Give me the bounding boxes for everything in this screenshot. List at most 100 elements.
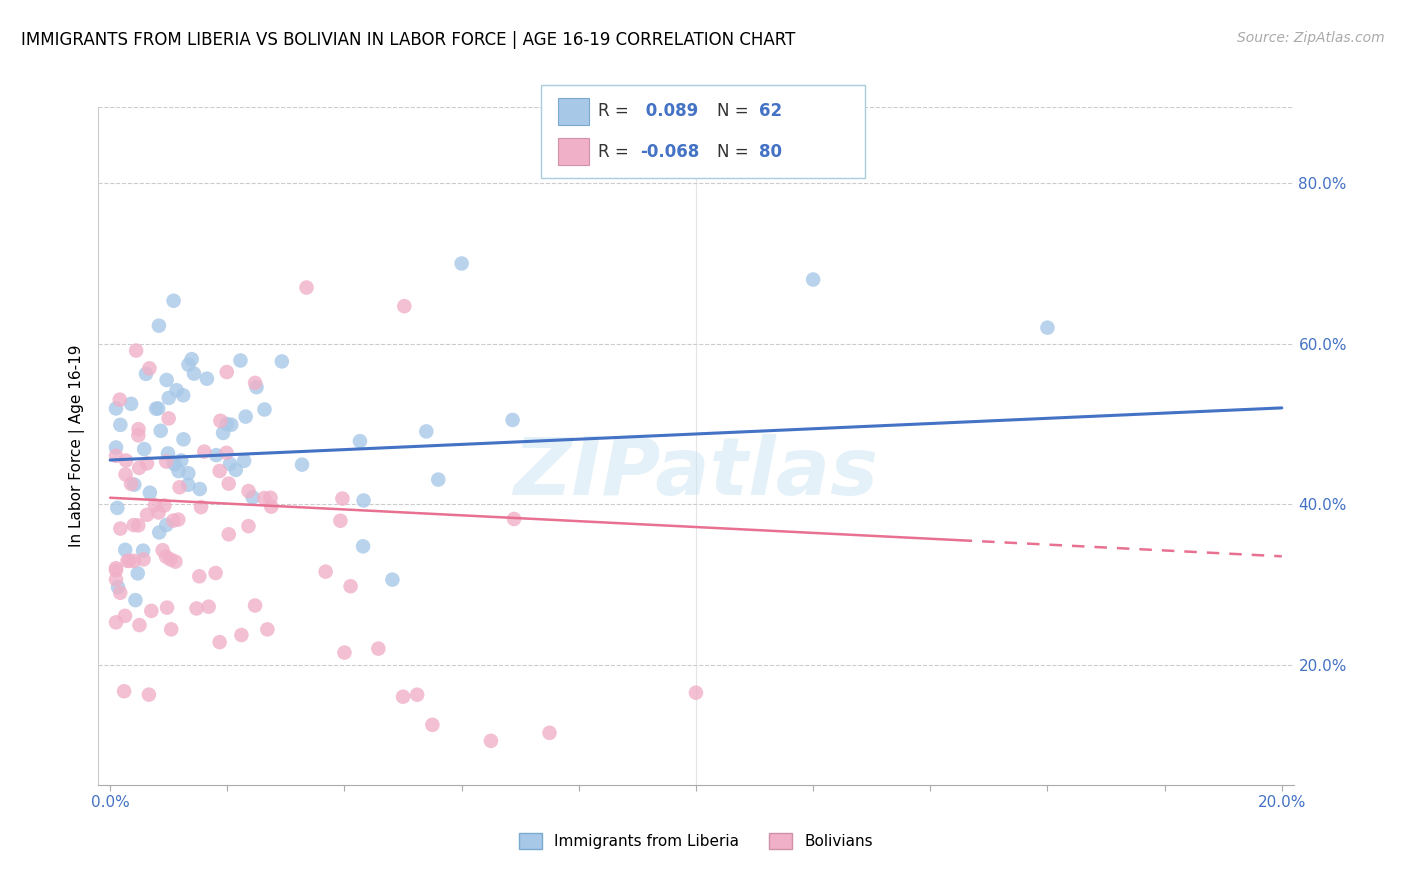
- Point: [148, 318, 170, 333]
- Point: [166, 383, 188, 397]
- Point: [450, 256, 472, 270]
- Point: [108, 586, 131, 600]
- Point: [138, 361, 160, 376]
- Point: [215, 446, 238, 460]
- Point: [157, 411, 180, 425]
- Point: [163, 456, 186, 470]
- Point: [156, 446, 179, 460]
- Point: [110, 417, 132, 432]
- Point: [243, 599, 266, 613]
- Point: [197, 599, 219, 614]
- Point: [110, 522, 132, 536]
- Point: [105, 500, 128, 515]
- Point: [225, 463, 247, 477]
- Point: [177, 467, 200, 481]
- Point: [148, 525, 170, 540]
- Point: [139, 485, 162, 500]
- Point: [167, 464, 190, 478]
- Point: [135, 367, 157, 381]
- Point: [105, 573, 128, 587]
- Point: [172, 432, 194, 446]
- Point: [127, 428, 149, 442]
- Point: [381, 573, 404, 587]
- Point: [392, 690, 415, 704]
- Point: [231, 628, 253, 642]
- Point: [215, 365, 238, 379]
- Point: [204, 566, 226, 580]
- Point: [167, 513, 190, 527]
- Point: [155, 454, 177, 468]
- Point: [124, 477, 146, 491]
- Point: [801, 272, 824, 286]
- Point: [155, 549, 177, 564]
- Legend: Immigrants from Liberia, Bolivians: Immigrants from Liberia, Bolivians: [513, 827, 879, 855]
- Point: [188, 482, 211, 496]
- Point: [120, 476, 142, 491]
- Point: [415, 425, 437, 439]
- Point: [114, 542, 136, 557]
- Point: [353, 493, 375, 508]
- Point: [218, 527, 240, 541]
- Point: [352, 539, 374, 553]
- Point: [118, 554, 141, 568]
- Text: 0.089: 0.089: [640, 102, 697, 120]
- Point: [127, 566, 149, 581]
- Point: [538, 726, 561, 740]
- Point: [149, 424, 172, 438]
- Point: [205, 448, 228, 462]
- Point: [112, 684, 135, 698]
- Point: [162, 293, 184, 308]
- Point: [105, 441, 128, 455]
- Point: [156, 373, 179, 387]
- Point: [155, 518, 177, 533]
- Point: [332, 491, 354, 506]
- Point: [128, 422, 150, 436]
- Point: [125, 343, 148, 358]
- Point: [132, 543, 155, 558]
- Point: [208, 635, 231, 649]
- Point: [208, 464, 231, 478]
- Point: [172, 388, 194, 402]
- Point: [128, 618, 150, 632]
- Point: [349, 434, 371, 449]
- Point: [105, 563, 128, 577]
- Text: ZIPatlas: ZIPatlas: [513, 434, 879, 512]
- Point: [238, 519, 260, 533]
- Point: [422, 718, 444, 732]
- Point: [148, 506, 170, 520]
- Point: [1036, 320, 1059, 334]
- Point: [132, 552, 155, 566]
- Point: [122, 554, 145, 568]
- Point: [120, 397, 142, 411]
- Point: [685, 686, 707, 700]
- Point: [270, 354, 292, 368]
- Point: [105, 401, 128, 416]
- Point: [218, 476, 240, 491]
- Point: [242, 491, 264, 505]
- Point: [259, 491, 281, 505]
- Point: [108, 392, 131, 407]
- Point: [177, 478, 200, 492]
- Point: [243, 376, 266, 390]
- Point: [291, 458, 314, 472]
- Text: 62: 62: [759, 102, 782, 120]
- Point: [209, 414, 232, 428]
- Point: [219, 417, 242, 432]
- Point: [124, 593, 146, 607]
- Point: [394, 299, 416, 313]
- Point: [315, 565, 337, 579]
- Point: [141, 604, 163, 618]
- Point: [177, 358, 200, 372]
- Point: [105, 561, 128, 575]
- Point: [128, 461, 150, 475]
- Point: [229, 353, 252, 368]
- Point: [215, 417, 238, 431]
- Point: [256, 623, 278, 637]
- Point: [159, 552, 181, 566]
- Point: [105, 449, 128, 463]
- Point: [180, 352, 202, 367]
- Point: [367, 641, 389, 656]
- Point: [157, 391, 180, 405]
- Point: [188, 569, 211, 583]
- Point: [114, 467, 136, 482]
